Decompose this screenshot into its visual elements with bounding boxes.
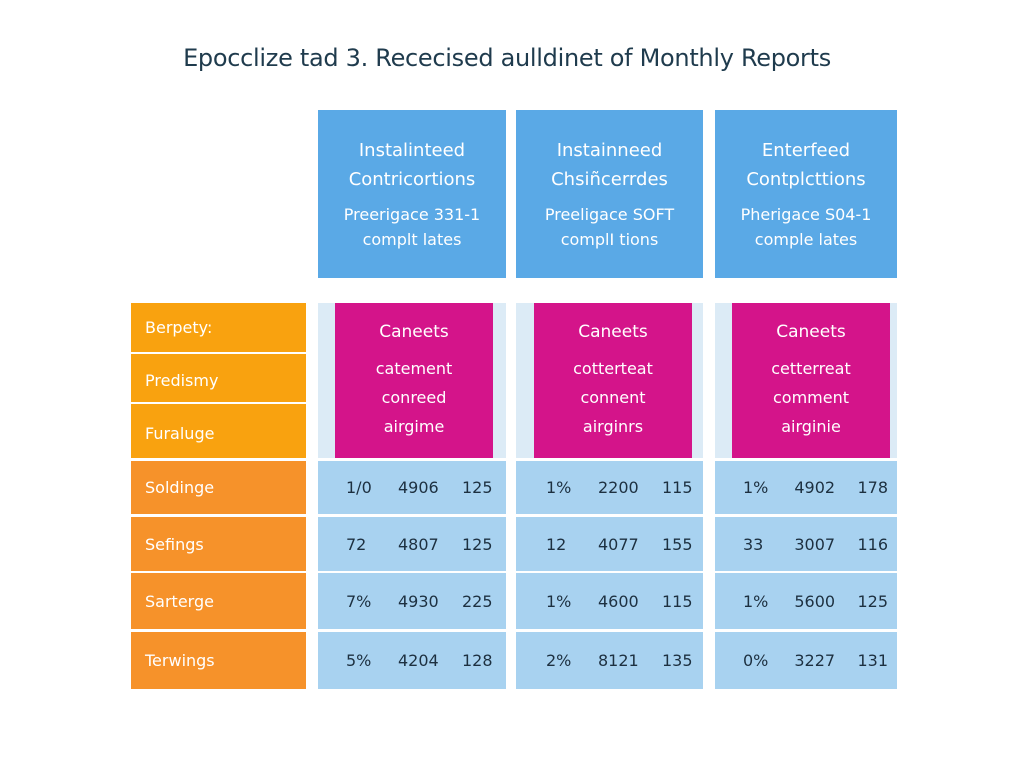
category-block-line: airginie [781,417,841,436]
table-cell: 1% [546,478,572,497]
table-cell: 3227 [794,651,836,670]
category-block-line: airginrs [582,417,644,436]
table-cell: 4930 [398,591,439,611]
row-label: Soldinge [131,461,306,514]
table-cell: 5% [346,651,372,670]
category-block-title: Caneets [578,322,648,342]
column-header-subtitle: Pherigace S04-1 [740,205,872,224]
category-block-line: connent [580,388,646,407]
table-cell: 225 [462,591,493,611]
table-cell: 2200 [598,478,639,497]
column-header-title: Instalinteed [358,140,466,161]
category-block-line: catement [375,359,453,378]
table-cell: 5600 [794,591,836,611]
table-cell: 33 [743,534,764,554]
table-row: 1% 4902 178 [715,461,897,514]
table-cell: 4204 [398,651,439,670]
table-cell: 4077 [598,534,639,554]
row-label: Predismy [131,354,306,402]
row-label: Terwings [131,632,306,689]
category-block-1: Caneets catement conreed airgime [335,303,493,458]
table-cell: 125 [857,591,889,611]
table-cell: 116 [857,534,889,554]
category-block-line: conreed [381,388,447,407]
table-cell: 178 [857,478,889,497]
column-header-title: Contplcttions [746,169,866,190]
table-row: 1% 4600 115 [516,573,703,629]
table-cell: 4902 [794,478,836,497]
category-block-title: Caneets [776,322,846,342]
table-cell: 3007 [794,534,836,554]
category-block-line: comment [772,388,849,407]
column-header-title: Instainneed [556,140,663,161]
table-cell: 1% [546,591,572,611]
category-block-3: Caneets cetterreat comment airginie [732,303,890,458]
table-cell: 72 [346,534,367,554]
table-cell: 115 [662,591,693,611]
table-cell: 125 [462,534,493,554]
table-row: 5% 4204 128 [318,632,506,689]
table-row: 7% 4930 225 [318,573,506,629]
table-cell: 115 [662,478,693,497]
category-block-line: cotterteat [573,359,653,378]
column-header-subtitle: Preeligace SOFT [544,205,675,224]
table-cell: 4807 [398,534,439,554]
column-header-title: Contricortions [348,169,476,190]
table-cell: 8121 [598,651,639,670]
table-cell: 155 [662,534,693,554]
table-cell: 2% [546,651,572,670]
table-cell: 4600 [598,591,639,611]
table-cell: 7% [346,591,372,611]
column-header-1: Instalinteed Contricortions Preerigace 3… [318,110,506,278]
row-label: Berpety: [131,303,306,352]
table-cell: 128 [462,651,493,670]
page-title: Epocclize tad 3. Rececised aulldinet of … [183,44,831,72]
table-row: 1% 2200 115 [516,461,703,514]
column-header-subtitle: complI tions [560,230,659,249]
category-block-2: Caneets cotterteat connent airginrs [534,303,692,458]
table-cell: 1% [743,478,769,497]
table-cell: 4906 [398,478,439,497]
table-cell: 1/0 [346,478,372,497]
table-row: 72 4807 125 [318,517,506,571]
category-block-line: airgime [383,417,445,436]
column-header-subtitle: complt lates [362,230,462,249]
table-cell: 131 [857,651,889,670]
table-cell: 135 [662,651,693,670]
row-label: Sefings [131,517,306,571]
table-row: 0% 3227 131 [715,632,897,689]
table-row: 1/0 4906 125 [318,461,506,514]
column-header-subtitle: Preerigace 331-1 [343,205,481,224]
table-row: 2% 8121 135 [516,632,703,689]
category-block-title: Caneets [379,322,449,342]
row-label: Sarterge [131,573,306,629]
column-header-subtitle: comple lates [754,230,858,249]
table-row: 12 4077 155 [516,517,703,571]
table-cell: 12 [546,534,567,554]
column-header-title: Chsiñcerrdes [551,169,668,190]
column-header-2: Instainneed Chsiñcerrdes Preeligace SOFT… [516,110,703,278]
table-row: 33 3007 116 [715,517,897,571]
table-cell: 1% [743,591,769,611]
row-label: Furaluge [131,404,306,458]
category-block-line: cetterreat [771,359,851,378]
table-row: 1% 5600 125 [715,573,897,629]
table-cell: 125 [462,478,493,497]
column-header-3: Enterfeed Contplcttions Pherigace S04-1 … [715,110,897,278]
table-cell: 0% [743,651,769,670]
column-header-title: Enterfeed [761,140,851,161]
